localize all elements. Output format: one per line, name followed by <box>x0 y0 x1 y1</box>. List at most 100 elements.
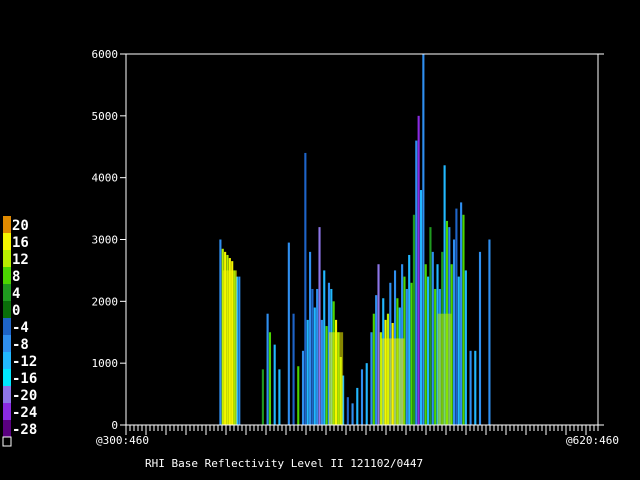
legend-label: 4 <box>12 286 20 302</box>
legend-label: 8 <box>12 269 20 285</box>
x-end-label: @620:460 <box>566 434 619 447</box>
reflectivity-core <box>437 313 452 425</box>
reflectivity-column <box>429 227 432 425</box>
reflectivity-column <box>304 152 307 425</box>
reflectivity-column <box>306 319 309 425</box>
reflectivity-column <box>292 313 295 425</box>
reflectivity-column <box>410 282 413 425</box>
reflectivity-column <box>287 242 290 425</box>
reflectivity-column <box>356 387 359 425</box>
legend-label: -28 <box>12 422 37 438</box>
reflectivity-column <box>419 190 423 425</box>
legend-swatch <box>3 369 11 386</box>
reflectivity-column <box>464 270 467 425</box>
reflectivity-column <box>375 295 378 425</box>
y-axis: 0 1000 2000 3000 4000 5000 6000 <box>92 48 604 432</box>
reflectivity-column <box>278 369 281 425</box>
reflectivity-column <box>346 397 349 425</box>
reflectivity-column <box>309 251 312 425</box>
reflectivity-core <box>328 332 344 425</box>
reflectivity-column <box>408 254 411 425</box>
reflectivity-column <box>297 366 300 425</box>
reflectivity-column <box>478 251 482 425</box>
legend-swatch <box>3 386 11 403</box>
plot-area-marks <box>219 54 491 426</box>
reflectivity-column <box>469 350 472 425</box>
reflectivity-core <box>222 270 237 425</box>
reflectivity-column <box>434 288 437 425</box>
reflectivity-column <box>238 276 241 425</box>
reflectivity-column <box>417 115 420 425</box>
legend-swatch <box>3 216 11 233</box>
y-tick-label: 4000 <box>92 172 119 185</box>
legend-swatch <box>3 250 11 267</box>
reflectivity-column <box>365 363 368 425</box>
reflectivity-column <box>431 251 434 425</box>
reflectivity-column <box>405 288 408 425</box>
legend-label: 12 <box>12 252 29 268</box>
legend-swatch <box>3 352 11 369</box>
legend-label: -12 <box>12 354 37 370</box>
legend-label: 20 <box>12 218 29 234</box>
reflectivity-column <box>219 239 222 425</box>
legend-swatch <box>3 284 11 301</box>
legend-swatch <box>3 267 11 284</box>
reflectivity-column <box>412 214 415 425</box>
reflectivity-column <box>311 288 314 425</box>
legend-label: -4 <box>12 320 29 336</box>
reflectivity-column <box>261 369 264 425</box>
legend-label: -20 <box>12 388 37 404</box>
y-tick-label: 1000 <box>92 357 119 370</box>
reflectivity-column <box>320 319 323 425</box>
reflectivity-column <box>415 140 418 426</box>
reflectivity-column <box>460 202 463 425</box>
reflectivity-column <box>427 276 430 425</box>
reflectivity-column <box>452 239 456 425</box>
reflectivity-column <box>462 214 465 425</box>
reflectivity-column <box>370 332 373 425</box>
y-tick-label: 3000 <box>92 234 119 247</box>
legend-swatch <box>3 403 11 420</box>
y-tick-label: 6000 <box>92 48 119 61</box>
reflectivity-column <box>424 264 427 425</box>
reflectivity-column <box>318 227 321 425</box>
y-tick-label: 5000 <box>92 110 119 123</box>
x-axis-ticks <box>125 425 599 435</box>
legend-swatch <box>3 335 11 352</box>
reflectivity-column <box>457 276 460 425</box>
x-start-label: @300:460 <box>96 434 149 447</box>
reflectivity-column <box>316 288 319 425</box>
reflectivity-column <box>323 270 326 425</box>
y-tick-label: 0 <box>111 419 118 432</box>
reflectivity-column <box>325 326 328 425</box>
legend-label: 0 <box>12 303 20 319</box>
reflectivity-column <box>351 403 354 425</box>
legend-swatch <box>2 436 12 447</box>
reflectivity-column <box>488 239 491 425</box>
reflectivity-column <box>266 313 269 425</box>
reflectivity-column <box>273 344 276 425</box>
reflectivity-column <box>422 54 425 425</box>
reflectivity-column <box>455 208 458 425</box>
reflectivity-core <box>380 338 405 425</box>
legend-label: 16 <box>12 235 29 251</box>
legend-label: -24 <box>12 405 37 421</box>
reflectivity-column <box>377 264 380 425</box>
legend-swatch <box>3 318 11 335</box>
legend-swatch <box>3 301 11 318</box>
legend-label: -16 <box>12 371 37 387</box>
legend-swatch <box>3 233 11 250</box>
reflectivity-column <box>443 165 446 426</box>
reflectivity-column <box>313 307 316 425</box>
reflectivity-column <box>474 350 477 425</box>
chart-title: RHI Base Reflectivity Level II 121102/04… <box>145 457 423 470</box>
legend-label: -8 <box>12 337 29 353</box>
reflectivity-column <box>301 350 305 425</box>
y-tick-label: 2000 <box>92 295 119 308</box>
reflectivity-column <box>268 332 272 425</box>
reflectivity-column <box>372 313 375 425</box>
legend-swatch <box>3 420 11 437</box>
reflectivity-column <box>360 369 364 425</box>
